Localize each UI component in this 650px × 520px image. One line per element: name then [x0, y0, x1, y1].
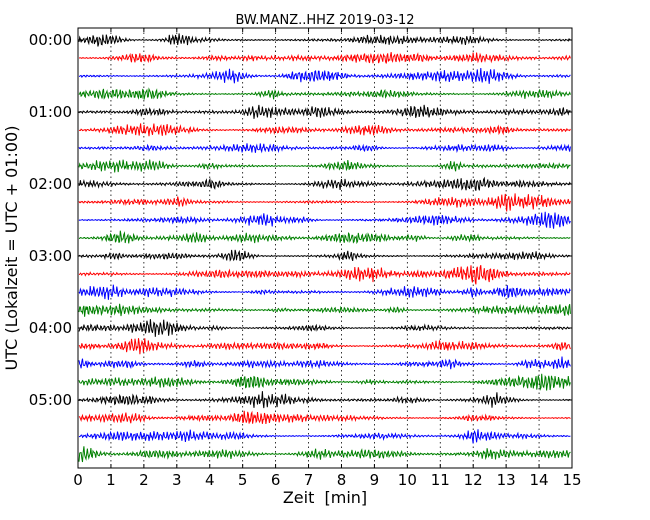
- x-tick-label: 6: [271, 471, 281, 489]
- x-tick-label: 5: [238, 471, 248, 489]
- trace-13: [78, 265, 571, 285]
- grid-lines: [110, 28, 540, 468]
- x-axis-label: Zeit [min]: [283, 488, 367, 507]
- trace-11: [78, 230, 571, 245]
- traces: [78, 33, 571, 463]
- x-axis: 0 1 2 3 4 5 6 7 8 9 10 11 12 13 14 15: [73, 28, 582, 489]
- trace-9: [78, 193, 571, 212]
- y-tick-label: 03:00: [29, 247, 72, 265]
- x-tick-label: 1: [106, 471, 116, 489]
- trace-7: [78, 159, 571, 173]
- trace-15: [78, 303, 571, 317]
- trace-14: [78, 284, 571, 300]
- trace-3: [78, 87, 571, 100]
- x-tick-label: 7: [304, 471, 314, 489]
- trace-0: [78, 33, 571, 47]
- trace-16: [78, 319, 571, 337]
- x-tick-label: 11: [431, 471, 450, 489]
- trace-10: [78, 211, 571, 229]
- trace-2: [78, 67, 571, 84]
- chart-title: BW.MANZ..HHZ 2019-03-12: [235, 13, 414, 28]
- trace-22: [78, 429, 571, 444]
- trace-8: [78, 176, 571, 191]
- plot-area-frame: [77, 27, 573, 469]
- trace-19: [78, 373, 571, 391]
- x-tick-label: 14: [530, 471, 549, 489]
- trace-17: [78, 338, 571, 355]
- x-tick-label: 13: [497, 471, 516, 489]
- x-tick-label: 15: [562, 471, 581, 489]
- trace-6: [78, 143, 571, 154]
- y-tick-label: 02:00: [29, 175, 72, 193]
- y-axis-label: UTC (Lokalzeit = UTC + 01:00): [2, 126, 21, 371]
- x-tick-label: 3: [172, 471, 182, 489]
- trace-1: [78, 52, 571, 64]
- x-tick-label: 2: [139, 471, 149, 489]
- x-tick-label: 10: [398, 471, 417, 489]
- y-tick-label: 04:00: [29, 319, 72, 337]
- x-tick-label: 0: [73, 471, 83, 489]
- y-tick-label: 00:00: [29, 31, 72, 49]
- x-tick-label: 9: [370, 471, 380, 489]
- trace-12: [78, 249, 571, 262]
- y-tick-label: 01:00: [29, 103, 72, 121]
- x-tick-label: 8: [337, 471, 347, 489]
- x-tick-label: 4: [205, 471, 215, 489]
- y-axis: 00:00 01:00 02:00 03:00 04:00 05:00: [29, 31, 572, 409]
- trace-21: [78, 410, 571, 424]
- trace-20: [78, 391, 571, 409]
- x-tick-label: 12: [464, 471, 483, 489]
- trace-23: [78, 446, 571, 463]
- trace-5: [78, 123, 571, 137]
- y-tick-label: 05:00: [29, 391, 72, 409]
- trace-18: [78, 356, 571, 370]
- trace-4: [78, 104, 571, 119]
